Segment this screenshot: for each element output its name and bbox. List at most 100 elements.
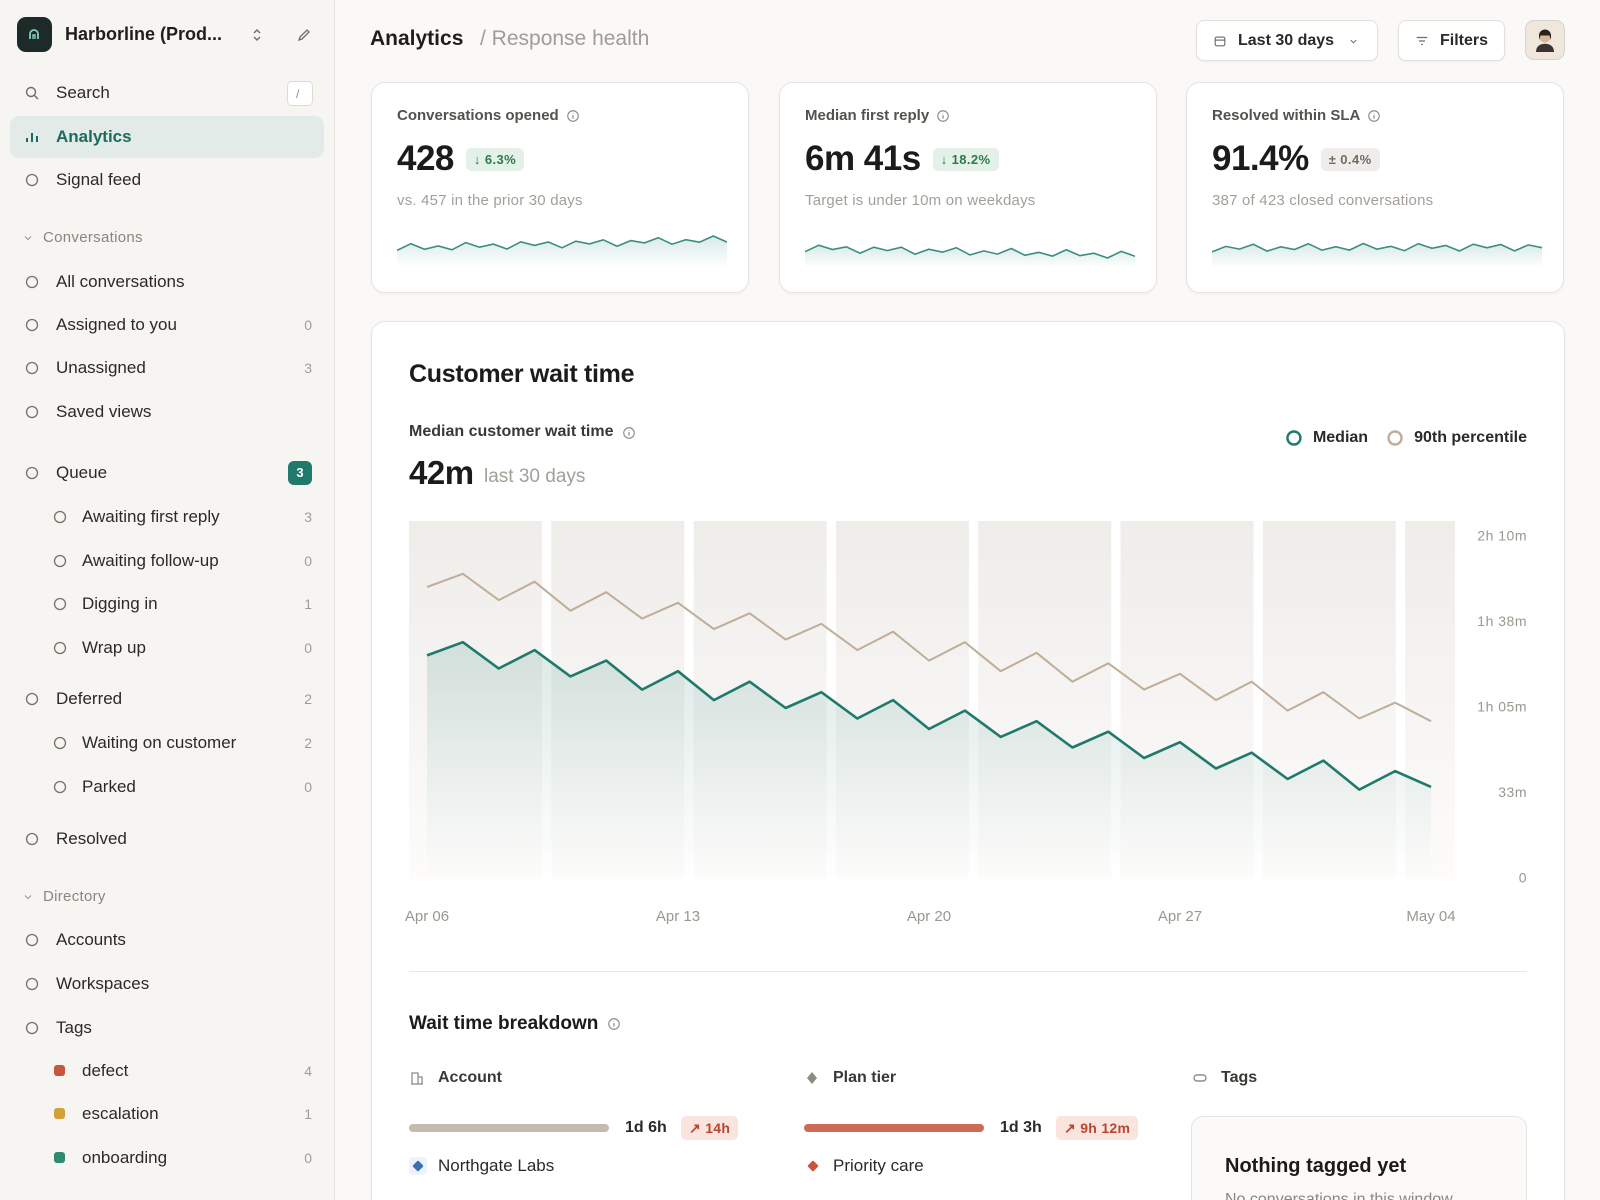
nav-label[interactable]: Accounts xyxy=(56,929,126,949)
nav-label[interactable]: Tags xyxy=(56,1017,92,1037)
info-icon xyxy=(567,110,579,122)
nav-count: 2 xyxy=(304,734,312,751)
kpi-note: Target is under 10m on weekdays xyxy=(805,192,1036,209)
nav-icon xyxy=(25,977,39,991)
kpi-label: Resolved within SLA xyxy=(1212,107,1361,124)
nav-label[interactable]: Assigned to you xyxy=(56,314,177,334)
kpi-row: 6m 41s ↓ 18.2% xyxy=(805,137,999,181)
nav-count: 1 xyxy=(304,595,312,612)
column-icon xyxy=(411,1072,423,1085)
nav-count: 2 xyxy=(304,690,312,707)
search-label[interactable]: Search xyxy=(56,82,110,102)
empty-note: No conversations in this window xyxy=(1225,1191,1453,1200)
sparkline xyxy=(397,235,727,268)
range-label: Last 30 days xyxy=(1238,32,1335,50)
nav-count: 0 xyxy=(304,778,312,795)
sparkline xyxy=(1212,242,1542,268)
item-diamond xyxy=(412,1160,424,1172)
nav-label[interactable]: Digging in xyxy=(82,593,158,613)
nav-label[interactable]: defect xyxy=(82,1060,129,1080)
card-title: Customer wait time xyxy=(409,360,635,388)
nav-icon xyxy=(25,173,39,187)
nav-count: 1 xyxy=(304,1105,312,1122)
breakdown-item[interactable]: Northgate Labs xyxy=(438,1155,555,1175)
section-label[interactable]: Conversations xyxy=(43,229,143,246)
nav-label[interactable]: Wrap up xyxy=(82,637,146,657)
nav-count: 3 xyxy=(304,508,312,525)
kpi-row: 428 ↓ 6.3% xyxy=(397,137,525,181)
nav-label[interactable]: onboarding xyxy=(82,1147,168,1167)
section-label[interactable]: Directory xyxy=(43,888,106,905)
filters-button[interactable]: Filters xyxy=(1398,20,1505,61)
nav-label[interactable]: Resolved xyxy=(56,828,127,848)
nav-count: 0 xyxy=(304,639,312,656)
logo-mark xyxy=(29,29,39,39)
active-nav-bg xyxy=(10,116,324,158)
nav-label[interactable]: Saved views xyxy=(56,401,152,421)
shortcut-key-label: / xyxy=(296,86,300,101)
nav-label[interactable]: Workspaces xyxy=(56,973,150,993)
nav-count: 0 xyxy=(304,316,312,333)
count-badge: 3 xyxy=(288,461,312,485)
nav-label[interactable]: Analytics xyxy=(56,126,132,146)
calendar-icon xyxy=(1214,36,1226,47)
divider xyxy=(409,971,1527,972)
breakdown-delta: ↗ 14h xyxy=(681,1116,739,1140)
nav-icon xyxy=(53,554,67,568)
nav-label[interactable]: Unassigned xyxy=(56,357,146,377)
nav-count: 4 xyxy=(304,1062,312,1079)
item-swatch xyxy=(409,1157,427,1175)
sparkline xyxy=(805,244,1135,268)
workspace-name[interactable]: Harborline (Prod... xyxy=(65,24,223,45)
nav-label[interactable]: Queue xyxy=(56,462,108,482)
sidebar: Harborline (Prod... Search / Analytics Signa… xyxy=(0,0,335,1200)
kpi-note: 387 of 423 closed conversations xyxy=(1212,192,1434,209)
breadcrumb: / Response health xyxy=(480,27,650,51)
nav-icon xyxy=(25,361,39,375)
kpi-value: 91.4% xyxy=(1212,139,1309,178)
nav-label[interactable]: Deferred xyxy=(56,688,123,708)
avatar[interactable] xyxy=(1525,20,1565,60)
item-swatch xyxy=(804,1157,822,1175)
chart-headline-note: last 30 days xyxy=(484,465,586,487)
nav-label[interactable]: Waiting on customer xyxy=(82,732,237,752)
filters-label: Filters xyxy=(1440,32,1489,50)
chart-title: Median customer wait time xyxy=(409,423,614,441)
nav-icon xyxy=(25,275,39,289)
nav-label[interactable]: escalation xyxy=(82,1103,159,1123)
kpi-delta: ± 0.4% xyxy=(1320,147,1380,171)
column-label: Tags xyxy=(1221,1069,1258,1087)
nav-label[interactable]: All conversations xyxy=(56,271,185,291)
nav-icon xyxy=(53,736,67,750)
empty-title: Nothing tagged yet xyxy=(1225,1155,1407,1177)
kpi-card: Median first reply 6m 41s ↓ 18.2% Target is… xyxy=(779,82,1157,293)
nav-label[interactable]: Awaiting follow-up xyxy=(82,550,219,570)
breakdown-bar xyxy=(409,1124,609,1132)
nav-icon xyxy=(25,466,39,480)
column-label: Account xyxy=(438,1069,502,1087)
nav-icon xyxy=(53,510,67,524)
range-chevron xyxy=(1350,39,1357,44)
range-button[interactable]: Last 30 days xyxy=(1196,20,1378,61)
nav-count: 3 xyxy=(304,359,312,376)
breakdown-bar xyxy=(804,1124,984,1132)
nav-count: 0 xyxy=(304,552,312,569)
wait-time-card xyxy=(371,321,1565,1200)
breakdown-title: Wait time breakdown xyxy=(409,1012,599,1034)
kpi-card: Resolved within SLA 91.4% ± 0.4% 387 of 423… xyxy=(1186,82,1564,293)
column-icon xyxy=(807,1072,817,1084)
breakdown-item[interactable]: Priority care xyxy=(833,1155,924,1175)
column-icon xyxy=(1193,1074,1207,1082)
column-label: Plan tier xyxy=(833,1069,897,1087)
info-icon xyxy=(937,110,949,122)
section-chevron xyxy=(24,236,32,241)
nav-label[interactable]: Signal feed xyxy=(56,169,142,189)
nav-count: 0 xyxy=(304,1149,312,1166)
nav-icon xyxy=(25,1021,39,1035)
switch-icon xyxy=(253,29,261,41)
nav-label[interactable]: Parked xyxy=(82,776,136,796)
nav-label[interactable]: Awaiting first reply xyxy=(82,506,220,526)
nav-icon xyxy=(25,692,39,706)
breakdown-value: 1d 6h xyxy=(625,1119,667,1137)
